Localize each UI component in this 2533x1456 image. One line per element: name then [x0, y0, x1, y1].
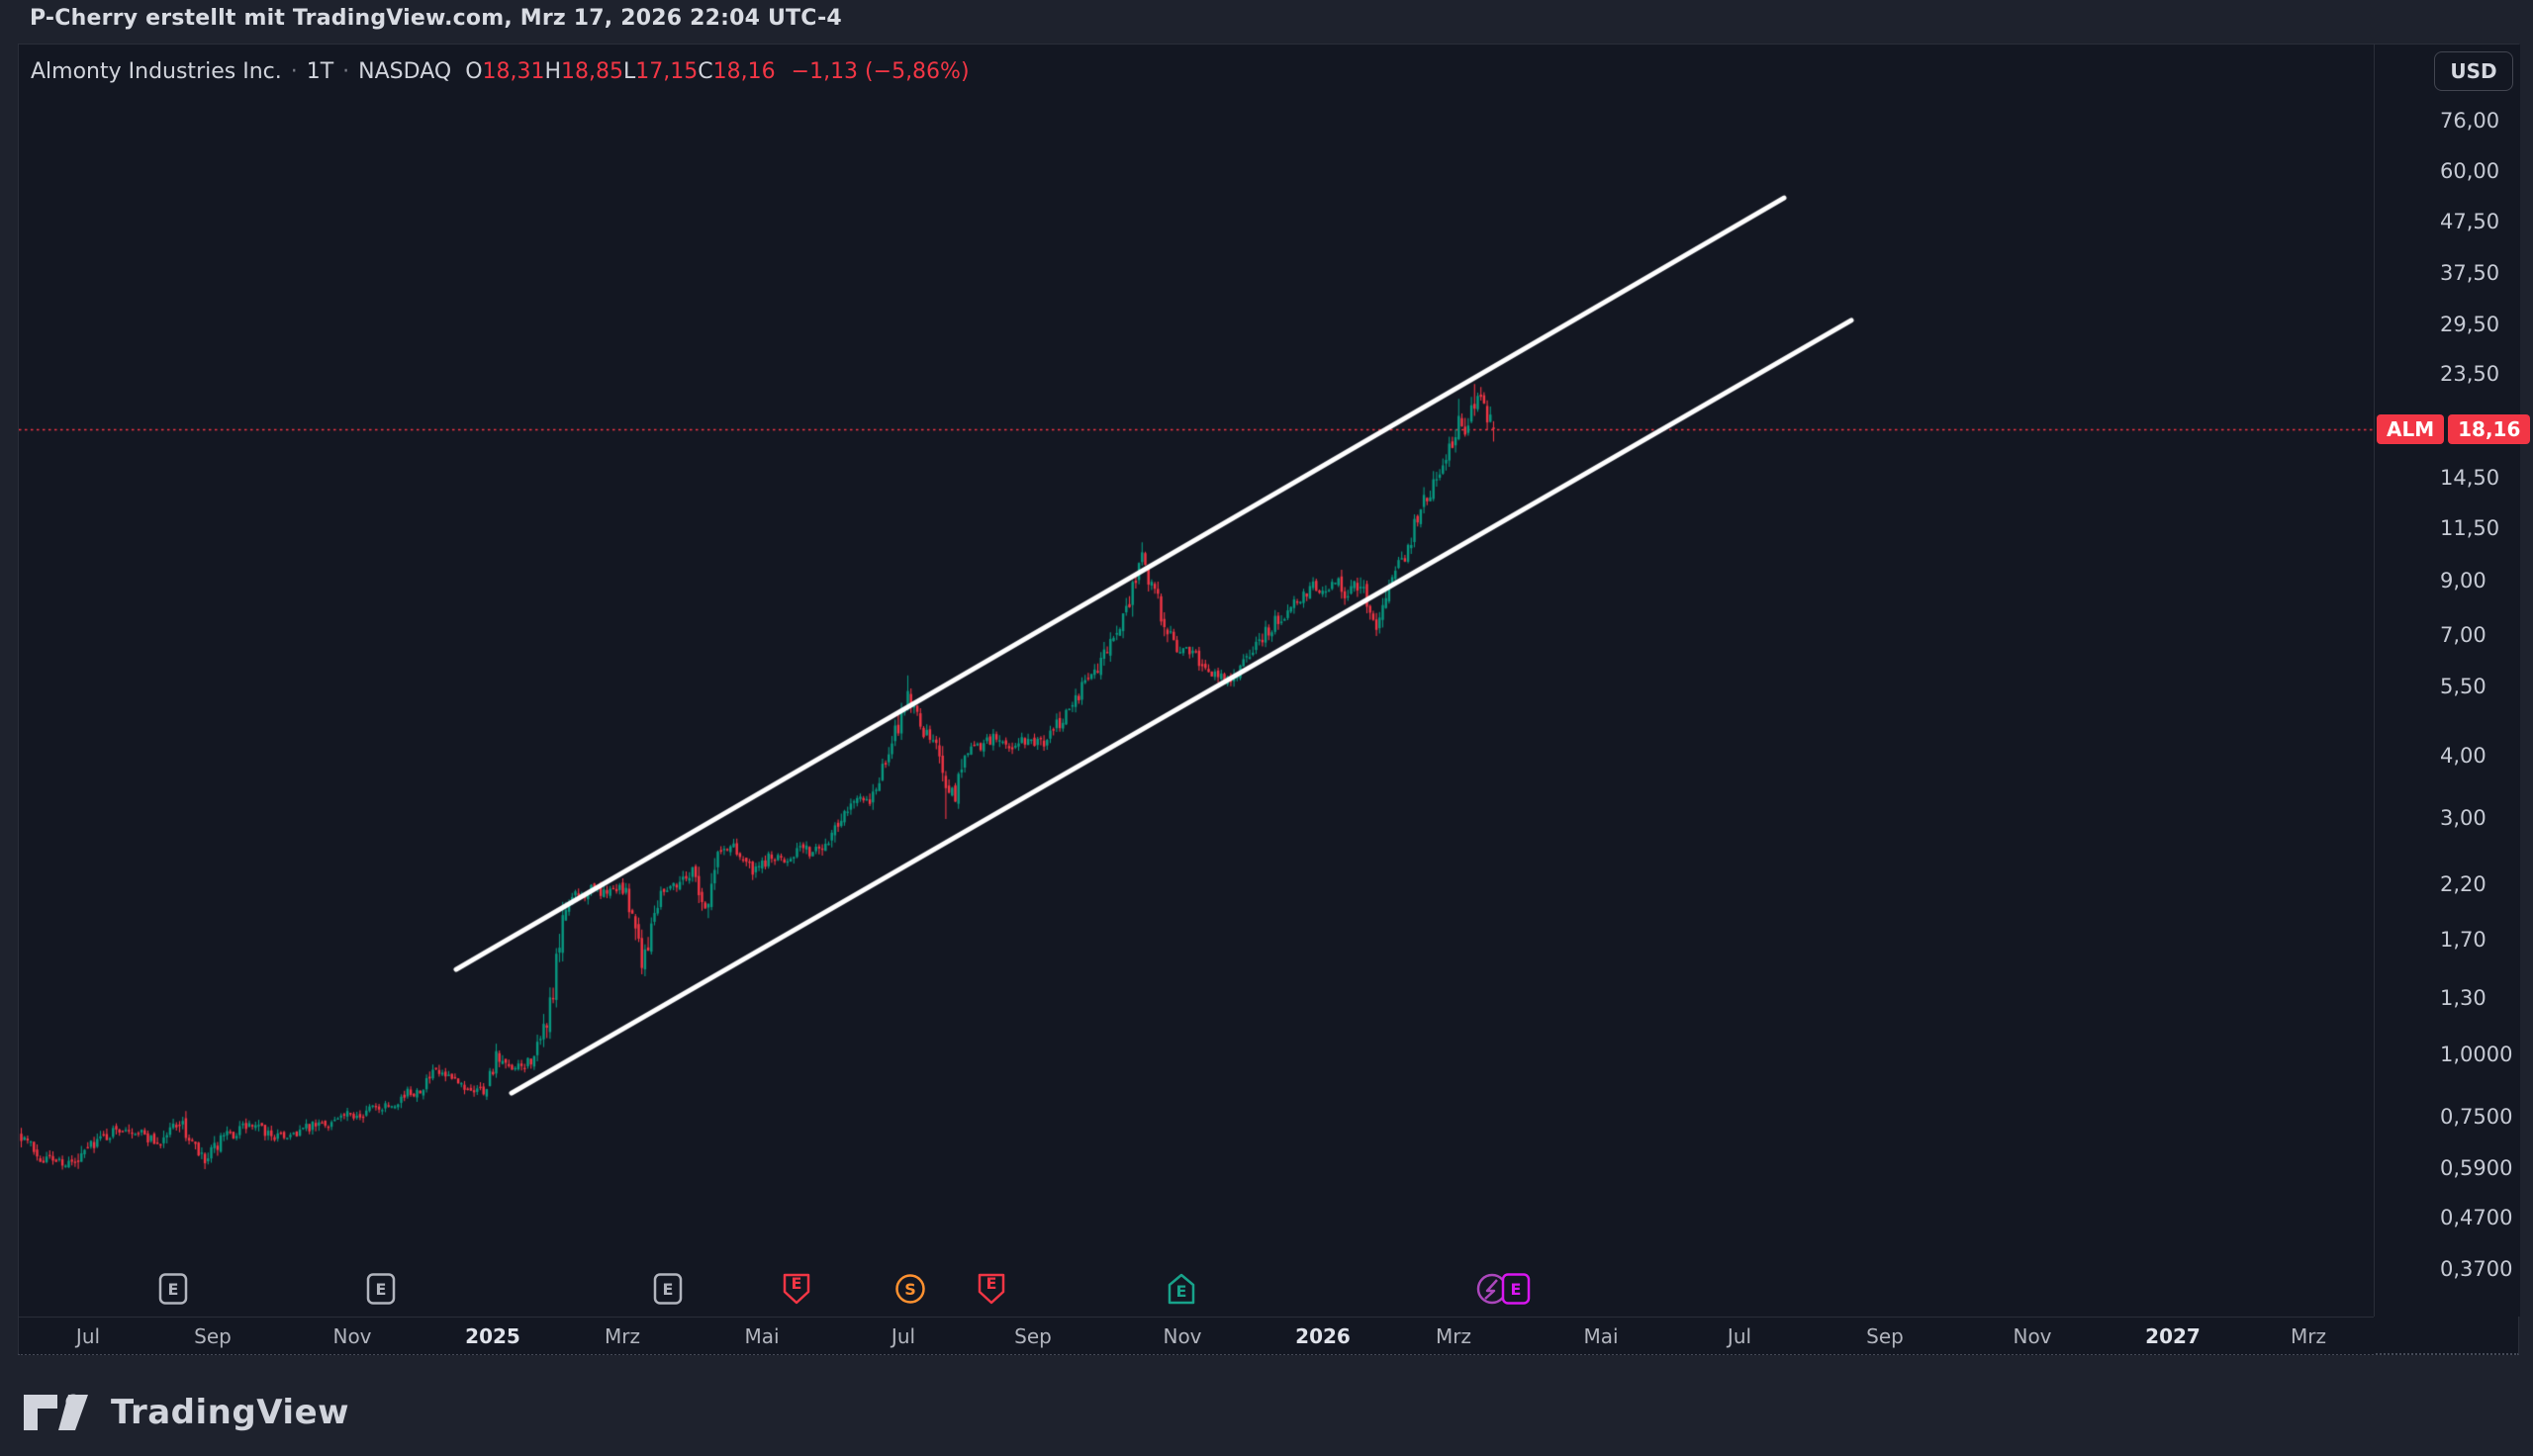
time-label-month: Mai [744, 1324, 780, 1348]
price-tick-label: 76,00 [2440, 108, 2500, 133]
price-tick-label: 3,00 [2440, 805, 2486, 830]
svg-text:E: E [792, 1274, 802, 1293]
price-tick-label: 2,20 [2440, 872, 2486, 897]
exchange-label: NASDAQ [358, 58, 452, 84]
time-label-month: Jul [1727, 1324, 1752, 1348]
price-tick-label: 23,50 [2440, 361, 2500, 386]
price-tick-label: 14,50 [2440, 466, 2500, 491]
time-label-month: Jul [891, 1324, 916, 1348]
price-tick-label: 37,50 [2440, 260, 2500, 285]
interval-label: 1T [306, 58, 334, 84]
svg-text:E: E [663, 1280, 674, 1299]
time-label-year: 2025 [465, 1324, 520, 1348]
price-tick-label: 7,00 [2440, 622, 2486, 647]
svg-text:E: E [376, 1280, 387, 1299]
ohlc-pair: L17,15 [623, 58, 699, 84]
price-tick-label: 1,70 [2440, 928, 2486, 953]
time-label-year: 2026 [1295, 1324, 1351, 1348]
separator-dot: · [290, 58, 298, 84]
time-label-month: Mrz [605, 1324, 640, 1348]
svg-text:E: E [1176, 1282, 1187, 1301]
chart-canvas[interactable] [19, 45, 2374, 1317]
change-value: −1,13 (−5,86%) [791, 58, 970, 84]
time-label-year: 2027 [2145, 1324, 2201, 1348]
time-label-month: Nov [1163, 1324, 1202, 1348]
svg-text:E: E [1511, 1280, 1522, 1299]
ohlc-pair: C18,16 [698, 58, 776, 84]
time-label-month: Mrz [2291, 1324, 2326, 1348]
time-label-month: Jul [75, 1324, 101, 1348]
price-tick-label: 0,7500 [2440, 1104, 2513, 1129]
last-price-label: ALM 18,16 [2377, 413, 2531, 444]
price-tick-label: 11,50 [2440, 515, 2500, 540]
price-tick-label: 0,4700 [2440, 1205, 2513, 1229]
price-tick-label: 1,30 [2440, 985, 2486, 1010]
last-price-badge: 18,16 [2448, 413, 2531, 444]
ohlc-pair: H18,85 [544, 58, 624, 84]
symbol-title: Almonty Industries Inc. · 1T · NASDAQ [31, 58, 452, 84]
earnings-icon[interactable]: E [365, 1272, 399, 1306]
ticker-badge: ALM [2377, 413, 2445, 444]
time-label-month: Mai [1583, 1324, 1619, 1348]
chart-pane[interactable]: E E E E S E E E Almonty Industries Inc. · 1T · … [19, 45, 2374, 1317]
tradingview-logo-text: TradingView [111, 1393, 350, 1432]
time-label-month: Sep [1014, 1324, 1052, 1348]
price-axis[interactable]: USD 76,00 60,00 47,50 37,50 29,50 23,50 14,50 1… [2374, 45, 2531, 1317]
earnings-upcoming-icon[interactable]: E [1500, 1272, 1534, 1306]
time-label-month: Nov [332, 1324, 372, 1348]
footer-bar: TradingView [0, 1369, 2533, 1456]
svg-text:E: E [986, 1274, 997, 1293]
time-label-month: Sep [194, 1324, 232, 1348]
ohlc-pair: O18,31 [465, 58, 545, 84]
split-icon[interactable]: S [894, 1272, 928, 1306]
price-tick-label: 0,5900 [2440, 1156, 2513, 1181]
earnings-icon[interactable]: E [652, 1272, 686, 1306]
legend[interactable]: Almonty Industries Inc. · 1T · NASDAQ O1… [31, 56, 970, 86]
earnings-miss-icon[interactable]: E [781, 1272, 814, 1306]
chart-widget: E E E E S E E E Almonty Industries Inc. · 1T · … [18, 44, 2531, 1355]
snapshot-headline: P-Cherry erstellt mit TradingView.com, M… [30, 6, 842, 31]
price-tick-label: 4,00 [2440, 743, 2486, 768]
earnings-beat-icon[interactable]: E [1166, 1272, 1199, 1306]
time-axis[interactable]: Jul Sep Nov 2025 Mrz Mai Jul Sep Nov 2026 Mrz Mai Ju… [19, 1317, 2374, 1354]
ohlc-values: O18,31H18,85L17,15C18,16 [465, 59, 775, 84]
time-label-month: Nov [2013, 1324, 2052, 1348]
currency-button[interactable]: USD [2434, 51, 2513, 91]
price-tick-label: 0,3700 [2440, 1256, 2513, 1281]
earnings-miss-icon[interactable]: E [976, 1272, 1009, 1306]
price-tick-label: 5,50 [2440, 675, 2486, 699]
price-tick-label: 9,00 [2440, 569, 2486, 592]
earnings-icon[interactable]: E [157, 1272, 191, 1306]
price-tick-label: 60,00 [2440, 159, 2500, 184]
time-label-month: Mrz [1436, 1324, 1471, 1348]
price-tick-label: 47,50 [2440, 210, 2500, 234]
price-tick-label: 1,0000 [2440, 1043, 2513, 1066]
svg-text:E: E [168, 1280, 179, 1299]
price-tick-label: 29,50 [2440, 313, 2500, 337]
time-label-month: Sep [1866, 1324, 1904, 1348]
separator-dot: · [342, 58, 350, 84]
svg-text:S: S [904, 1280, 916, 1299]
tradingview-logo-icon [24, 1394, 88, 1430]
